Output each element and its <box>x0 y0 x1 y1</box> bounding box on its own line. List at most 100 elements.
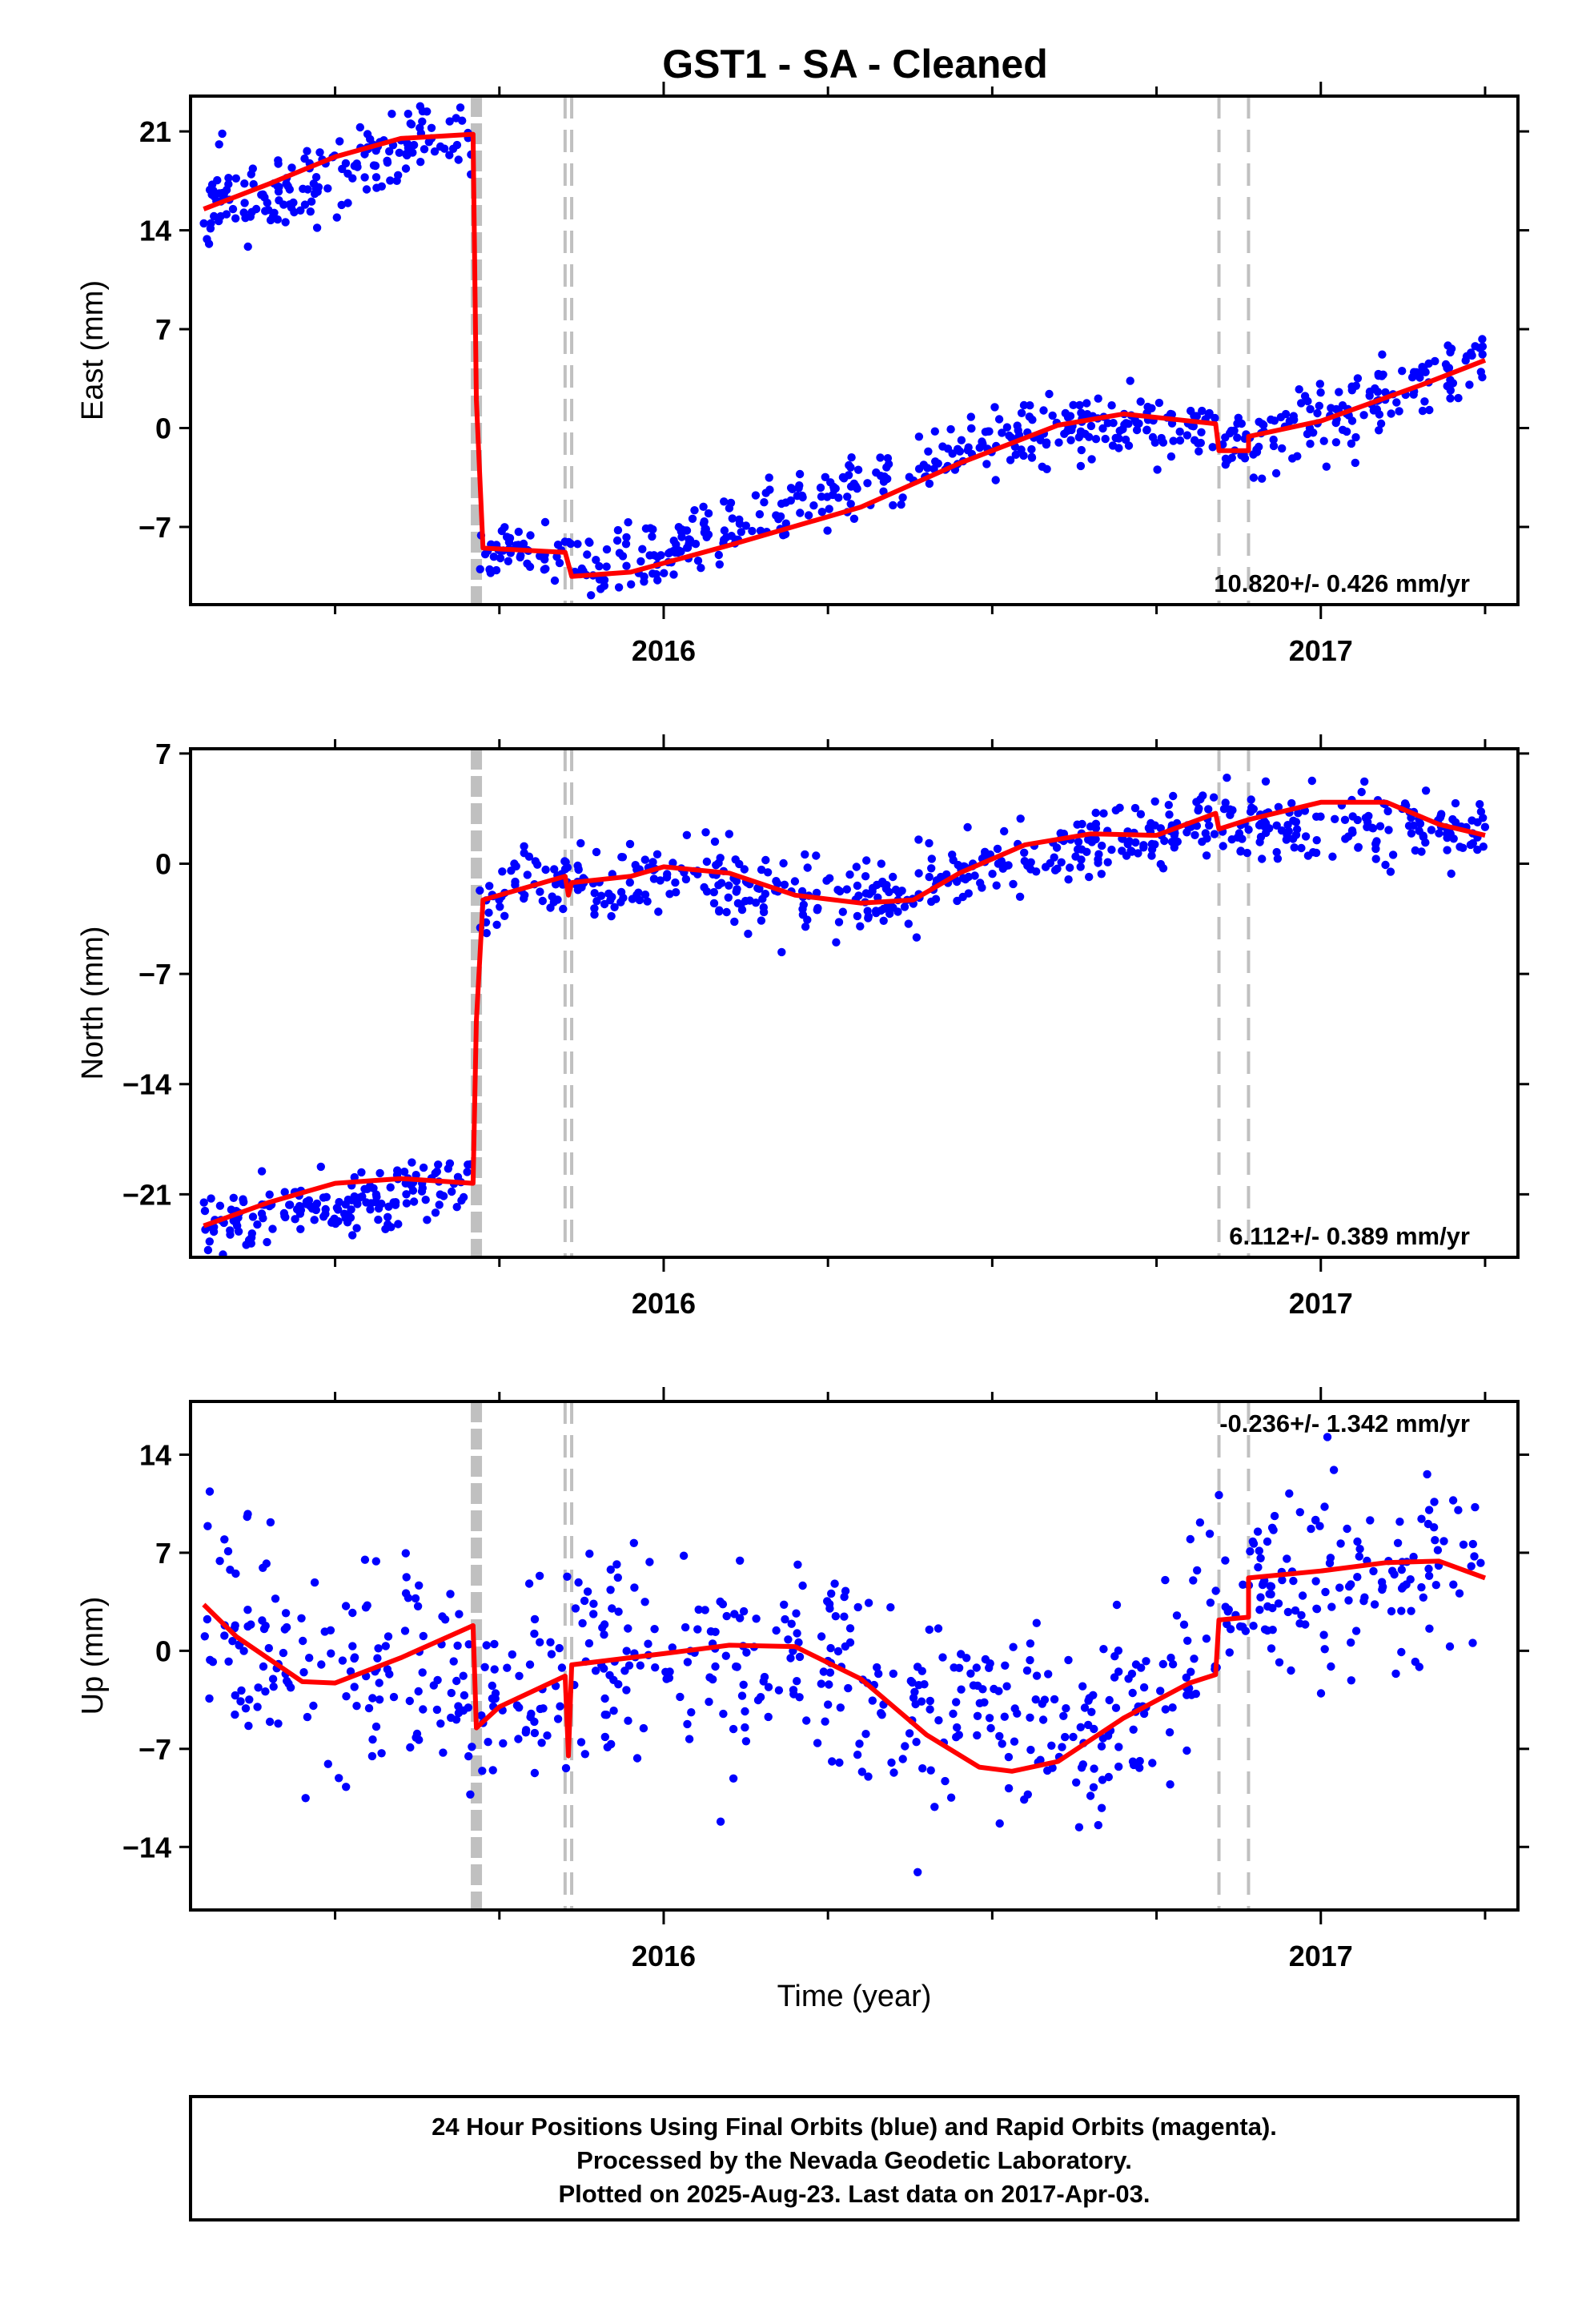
data-point <box>1344 1596 1353 1605</box>
data-point <box>464 1751 473 1761</box>
data-point <box>781 1614 789 1624</box>
data-point <box>936 872 946 882</box>
data-point <box>1126 376 1134 385</box>
data-point <box>1351 458 1360 468</box>
data-point <box>279 200 288 209</box>
data-point <box>577 883 586 892</box>
data-point <box>1258 474 1267 483</box>
data-point <box>231 1621 239 1630</box>
data-point <box>427 123 436 132</box>
data-point <box>1254 1562 1263 1572</box>
data-point <box>239 1647 248 1655</box>
data-point <box>685 1735 694 1743</box>
data-point <box>1431 1536 1439 1545</box>
data-point <box>699 519 709 528</box>
data-point <box>823 526 832 535</box>
data-point <box>1306 404 1315 414</box>
data-point <box>363 130 372 139</box>
data-point <box>1347 416 1357 425</box>
data-point <box>1430 1498 1439 1506</box>
data-point <box>515 1703 524 1712</box>
data-point <box>1097 870 1106 879</box>
data-point <box>315 148 324 157</box>
data-point <box>1061 408 1070 418</box>
data-point <box>199 1198 208 1207</box>
data-point <box>1132 418 1141 427</box>
data-point <box>1441 360 1451 369</box>
data-point <box>1407 829 1416 838</box>
data-point <box>368 1694 377 1703</box>
y-tick-label: −7 <box>139 958 171 991</box>
data-point <box>1215 1490 1223 1500</box>
data-point <box>516 551 525 560</box>
data-point <box>625 839 635 849</box>
data-point <box>1000 1712 1010 1721</box>
data-point <box>780 1600 789 1610</box>
data-point <box>211 1269 219 1277</box>
data-point <box>247 1239 255 1248</box>
data-point <box>386 1183 395 1192</box>
data-point <box>1378 350 1387 359</box>
data-point <box>418 117 427 126</box>
data-point <box>781 498 790 507</box>
data-point <box>1419 831 1427 840</box>
data-point <box>602 545 612 554</box>
data-point <box>1347 1638 1355 1647</box>
data-point <box>624 1716 632 1725</box>
data-point <box>363 1184 371 1194</box>
data-point <box>1168 1703 1177 1712</box>
data-point <box>1026 1655 1034 1665</box>
data-point <box>1221 1602 1230 1611</box>
data-point <box>1256 1593 1265 1602</box>
data-point <box>1104 1772 1114 1782</box>
data-point <box>938 442 947 451</box>
data-point <box>796 509 805 517</box>
data-point <box>361 1603 371 1612</box>
data-point <box>1045 389 1054 399</box>
data-point <box>1103 858 1112 866</box>
data-point <box>215 1201 225 1210</box>
y-tick-label: 14 <box>139 1438 171 1471</box>
data-point <box>1191 830 1199 840</box>
data-point <box>413 1602 423 1611</box>
data-point <box>555 558 564 568</box>
data-point <box>307 197 316 206</box>
data-point <box>645 1558 654 1566</box>
data-point <box>1198 837 1207 846</box>
data-point <box>1142 426 1151 435</box>
data-point <box>360 1555 370 1564</box>
data-point <box>460 1691 469 1700</box>
data-point <box>203 235 211 243</box>
data-point <box>669 570 678 579</box>
data-point <box>1202 1634 1211 1643</box>
data-point <box>973 1711 982 1720</box>
data-point <box>383 1632 393 1641</box>
data-point <box>873 880 881 890</box>
data-point <box>1476 1558 1485 1567</box>
data-point <box>736 1556 745 1566</box>
data-point <box>853 1602 862 1612</box>
data-point <box>302 1200 311 1208</box>
data-point <box>1361 814 1371 822</box>
data-point <box>1086 421 1096 431</box>
data-point <box>845 460 853 470</box>
data-point <box>405 1696 414 1706</box>
data-point <box>862 856 871 865</box>
data-point <box>535 1571 544 1581</box>
data-point <box>1020 848 1029 858</box>
data-point <box>632 1754 642 1763</box>
data-point <box>710 837 720 846</box>
plot-frame <box>189 1400 1520 1912</box>
data-point <box>1461 356 1470 365</box>
data-point <box>1478 335 1487 344</box>
data-point <box>926 1766 935 1775</box>
data-point <box>584 537 593 546</box>
data-point <box>1097 1803 1106 1812</box>
data-point <box>1058 1743 1066 1751</box>
data-point <box>636 1661 644 1670</box>
x-tick-label: 2016 <box>632 634 696 667</box>
data-point <box>1064 1655 1073 1665</box>
data-point <box>1424 1506 1434 1514</box>
data-point <box>510 859 519 868</box>
data-point <box>651 1663 660 1672</box>
